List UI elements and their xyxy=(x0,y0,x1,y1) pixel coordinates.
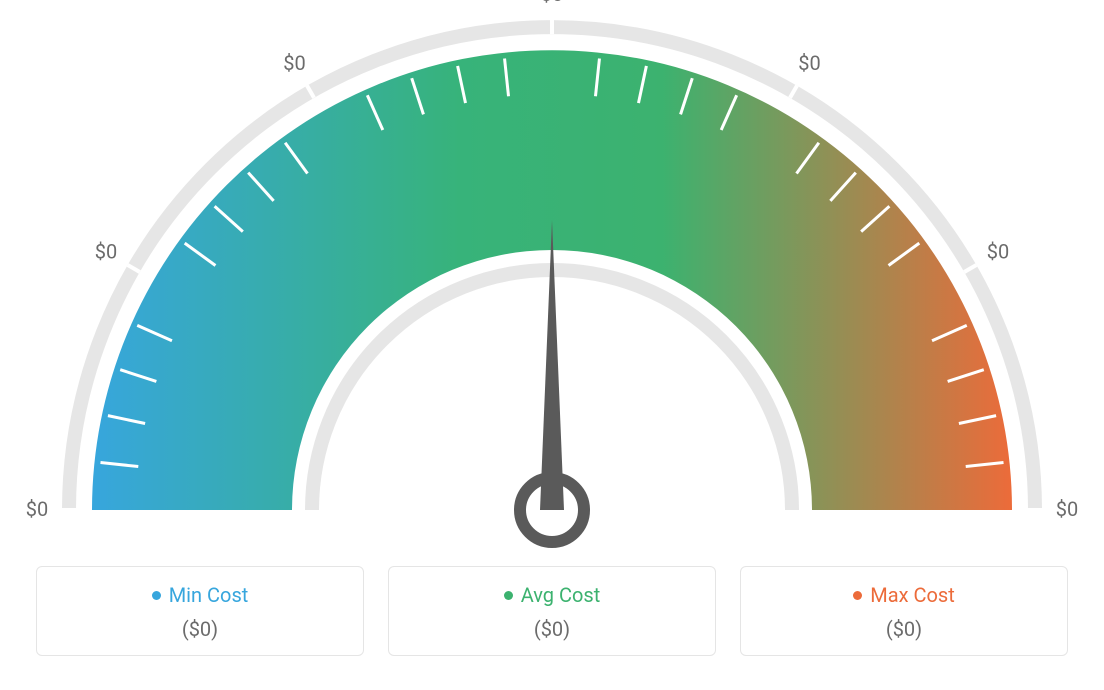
gauge-tick-label: $0 xyxy=(1056,497,1078,521)
gauge-tick-label: $0 xyxy=(541,0,563,6)
legend-label-min: Min Cost xyxy=(152,583,249,607)
gauge-tick-label: $0 xyxy=(26,497,48,521)
legend-value-min: ($0) xyxy=(49,617,351,641)
gauge-tick-label: $0 xyxy=(283,51,305,75)
legend-card-max: Max Cost ($0) xyxy=(740,566,1068,656)
legend-dot-min xyxy=(152,591,161,600)
gauge-tick-label: $0 xyxy=(798,51,820,75)
gauge-chart: $0 $0 $0 $0 $0 $0 $0 xyxy=(0,0,1104,560)
legend-text-min: Min Cost xyxy=(169,583,249,607)
legend-value-max: ($0) xyxy=(753,617,1055,641)
legend-text-avg: Avg Cost xyxy=(521,583,601,607)
legend-row: Min Cost ($0) Avg Cost ($0) Max Cost ($0… xyxy=(0,560,1104,656)
legend-card-min: Min Cost ($0) xyxy=(36,566,364,656)
legend-value-avg: ($0) xyxy=(401,617,703,641)
gauge-tick-label: $0 xyxy=(95,240,117,264)
legend-label-max: Max Cost xyxy=(853,583,955,607)
legend-card-avg: Avg Cost ($0) xyxy=(388,566,716,656)
legend-label-avg: Avg Cost xyxy=(504,583,601,607)
legend-text-max: Max Cost xyxy=(870,583,955,607)
gauge-tick-label: $0 xyxy=(987,240,1009,264)
legend-dot-max xyxy=(853,591,862,600)
gauge-svg: $0 $0 $0 $0 $0 $0 $0 xyxy=(0,0,1104,560)
legend-dot-avg xyxy=(504,591,513,600)
cost-gauge-infographic: $0 $0 $0 $0 $0 $0 $0 Min Cost ($0) Avg Cost ($… xyxy=(0,0,1104,690)
